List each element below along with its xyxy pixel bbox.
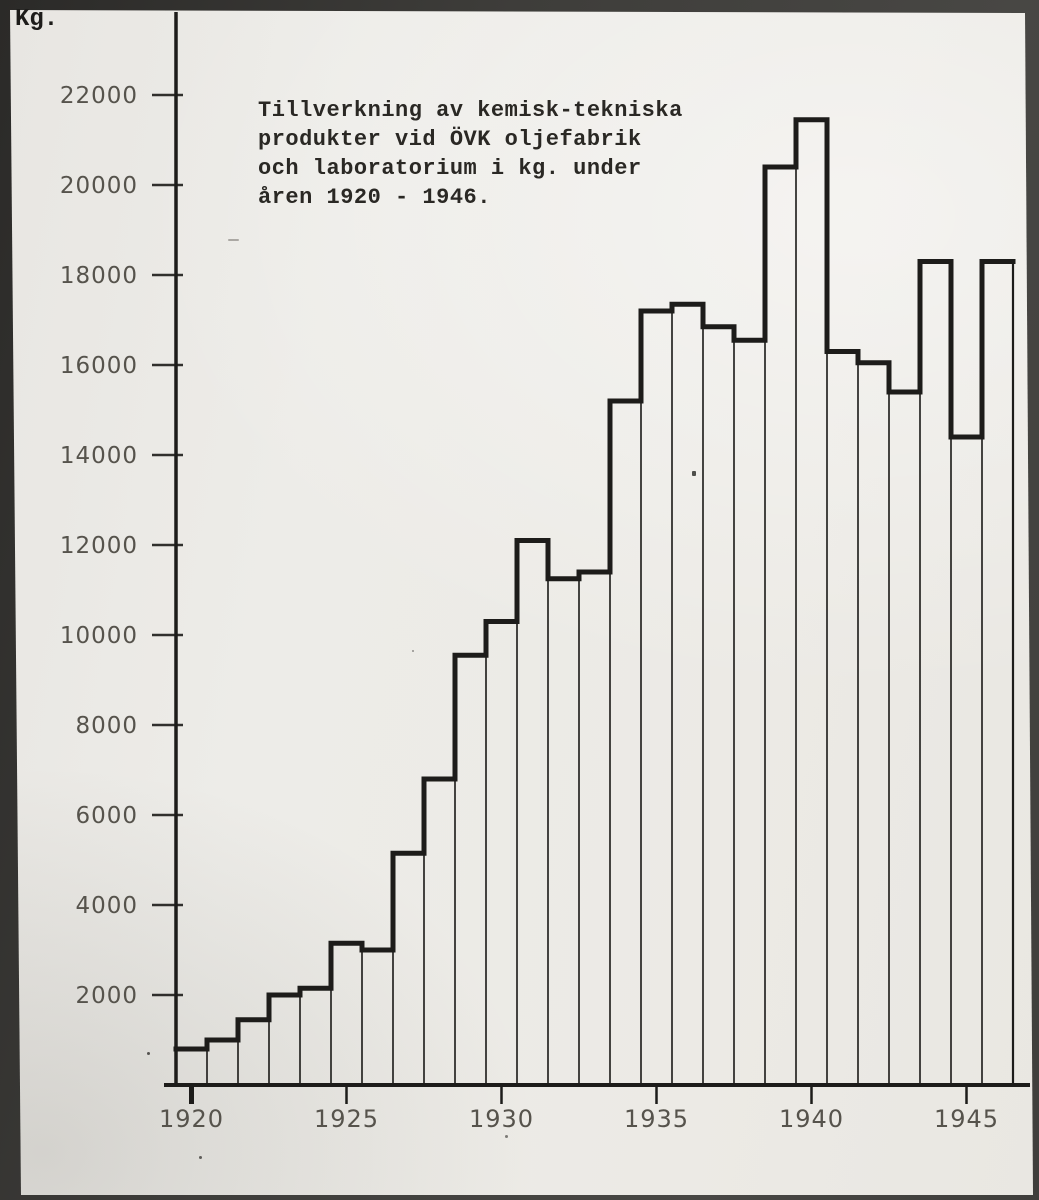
photo-speck — [199, 1156, 202, 1159]
photo-speck — [147, 1052, 150, 1055]
y-axis-unit-label: Kg. — [15, 6, 59, 33]
y-tick-label: 20000 — [60, 173, 138, 199]
photo-speck — [505, 1135, 508, 1138]
y-tick-label: 4000 — [75, 893, 138, 919]
chart-title: Tillverkning av kemisk-tekniska produkte… — [258, 96, 718, 212]
y-tick-label: 10000 — [60, 623, 138, 649]
y-tick-label: 22000 — [60, 83, 138, 109]
y-tick-label: 2000 — [75, 983, 138, 1009]
y-tick-label: 12000 — [60, 533, 138, 559]
y-tick-label: 18000 — [60, 263, 138, 289]
x-tick-label: 1930 — [469, 1105, 534, 1133]
stray-dash-mark — [228, 239, 239, 241]
y-tick-label: 14000 — [60, 443, 138, 469]
step-profile — [173, 117, 1016, 1052]
chart-title-line-2: produkter vid ÖVK oljefabrik — [258, 127, 642, 152]
y-tick-label: 16000 — [60, 353, 138, 379]
x-tick-label: 1935 — [624, 1105, 689, 1133]
chart-title-line-4: åren 1920 - 1946. — [258, 185, 491, 210]
y-tick-label: 6000 — [75, 803, 138, 829]
x-tick-label: 1945 — [934, 1105, 999, 1133]
ink-blob-speck — [692, 471, 696, 476]
photo-speck — [412, 650, 414, 652]
chart-title-line-1: Tillverkning av kemisk-tekniska — [258, 98, 683, 123]
y-tick-label: 8000 — [75, 713, 138, 739]
x-tick-label: 1940 — [779, 1105, 844, 1133]
x-tick-label: 1925 — [314, 1105, 379, 1133]
chart-title-line-3: och laboratorium i kg. under — [258, 156, 642, 181]
x-tick-label: 1920 — [159, 1105, 224, 1133]
